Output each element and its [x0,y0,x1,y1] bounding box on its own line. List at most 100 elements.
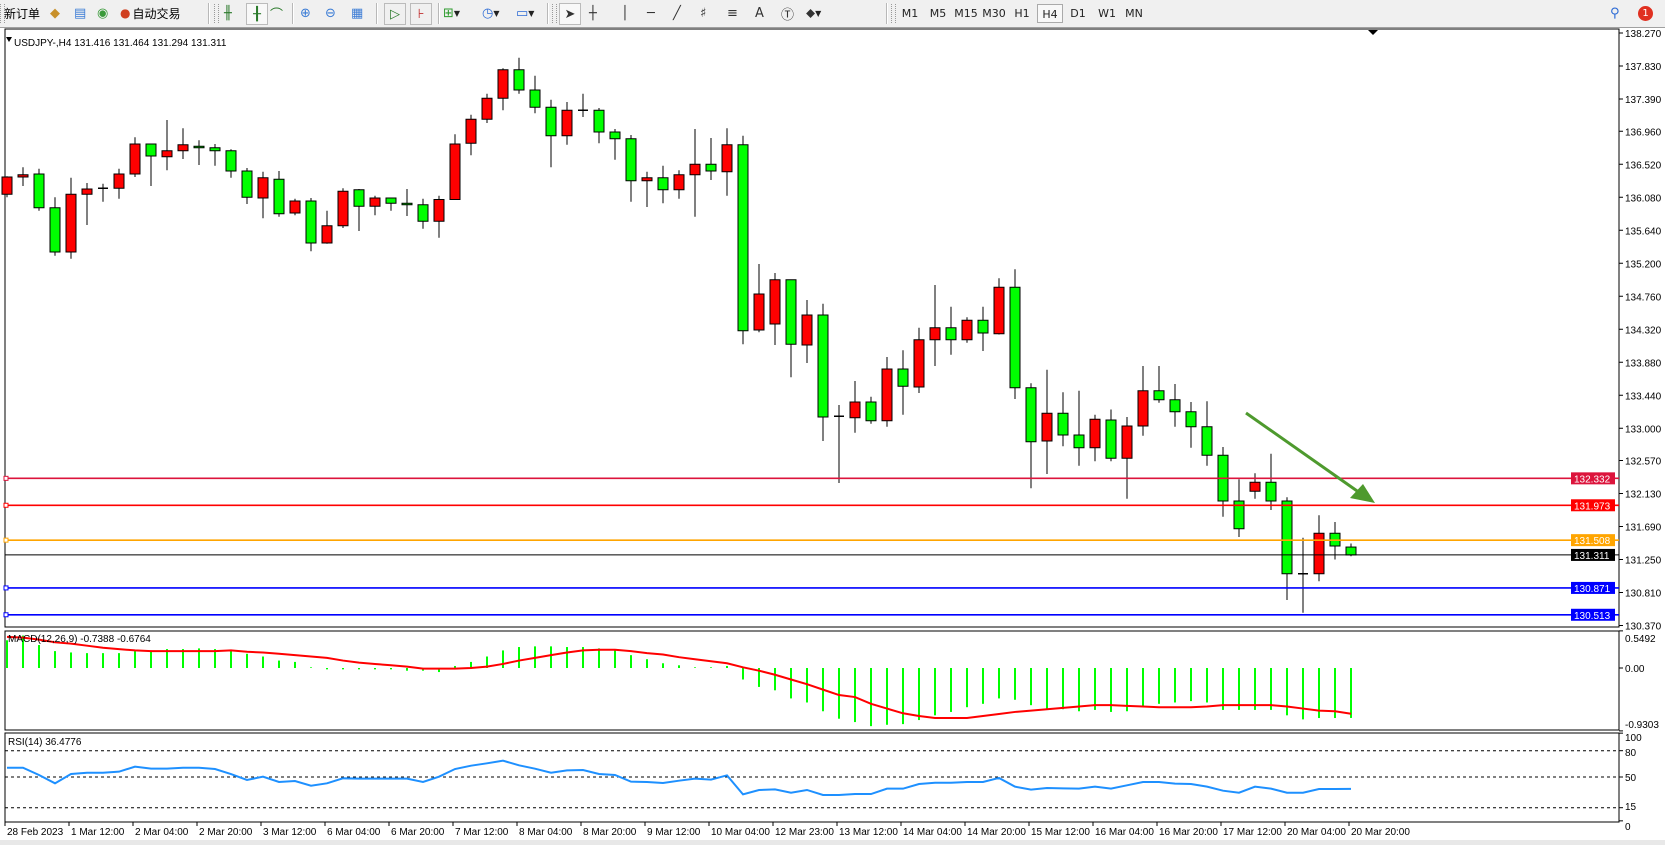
candle [529,75,541,114]
candle [1281,497,1293,600]
time-axis-label: 12 Mar 23:00 [775,827,834,838]
notification-icon[interactable]: 1 [1638,3,1653,23]
signals-icon[interactable]: ◉ [97,5,109,21]
periods-icon[interactable]: ◷ ▼ [482,5,500,21]
candle [1,176,13,198]
timeframe-d1-button[interactable]: D1 [1070,7,1086,20]
candle [98,183,108,202]
arrows-icon[interactable]: ⬥ ▼ [806,5,822,21]
candle [177,128,189,159]
vertical-line-icon[interactable]: │ [621,5,629,21]
candle-body [433,199,445,222]
candle-body [609,131,621,140]
search-icon[interactable]: ⚲ [1610,5,1620,21]
cursor-icon[interactable]: ➤ [559,3,581,25]
time-axis-label: 16 Mar 04:00 [1095,827,1154,838]
timeframe-h4-button[interactable]: H4 [1037,4,1063,23]
candle-body [481,97,493,120]
price-axis-label: 132.130 [1625,490,1662,501]
line-handle[interactable] [3,502,9,508]
tile-windows-icon[interactable]: ▦ [351,5,364,21]
chart-canvas[interactable]: 132.332 131.973 131.508 131.311 130.871 130.5… [0,28,1665,845]
templates-icon[interactable]: ▭ ▼ [516,5,535,21]
auto-scroll-icon[interactable]: ▷ [384,3,406,25]
candle-body [865,401,877,422]
candle-body [849,401,861,419]
time-axis-label: 10 Mar 04:00 [711,827,770,838]
time-axis-label: 13 Mar 12:00 [839,827,898,838]
zoom-in-icon[interactable]: ⊕ [300,5,311,21]
candle [1298,537,1308,613]
candle-body [1249,481,1261,492]
chart-shift-icon[interactable]: ⊦ [410,3,432,25]
text-icon[interactable]: A [755,5,764,21]
trend-arrow[interactable] [1245,411,1375,503]
candle [1201,401,1213,466]
chart-collapse-triangle-icon[interactable] [6,37,12,42]
timeframe-m15-button[interactable]: M15 [954,7,978,20]
candle [257,171,269,219]
line-handle[interactable] [3,537,9,543]
fibonacci-icon[interactable]: ♯ [700,5,707,21]
chart-window[interactable]: 132.332 131.973 131.508 131.311 130.871 130.5… [0,28,1665,845]
macd-panel[interactable] [4,630,1620,731]
toolbar-grip[interactable] [214,4,219,23]
candle [625,135,637,202]
candle-body [241,170,253,198]
text-label-icon[interactable]: Ⓣ [781,7,795,23]
toolbar-grip[interactable] [891,4,896,23]
line-handle[interactable] [3,475,9,481]
trendline-icon[interactable]: ╱ [673,5,681,21]
price-tag [1571,472,1615,485]
time-axis-label: 17 Mar 12:00 [1223,827,1282,838]
price-axis-label: 130.810 [1625,589,1662,600]
timeframe-h1-button[interactable]: H1 [1014,7,1030,20]
bar-chart-icon[interactable]: ╫ [224,5,232,21]
timeframe-w1-button[interactable]: W1 [1098,7,1116,20]
price-tag [1571,608,1615,621]
candle [417,198,429,229]
candlestick-icon[interactable]: ╂ [246,3,268,25]
timeframe-m30-button[interactable]: M30 [982,7,1006,20]
line-chart-icon[interactable]: ⌒ [270,7,284,23]
crosshair-icon[interactable]: ┼ [589,5,597,21]
market-watch-icon[interactable]: ◆ [50,5,60,21]
candle [721,128,733,196]
data-window-icon[interactable]: ▤ [74,5,87,21]
line-handle[interactable] [3,585,9,591]
candle-body [1009,286,1021,389]
time-axis-label: 20 Mar 20:00 [1351,827,1410,838]
new-order-button[interactable]: 新订单 [4,3,40,23]
timeframe-mn-button[interactable]: MN [1125,7,1143,20]
toolbar-grip[interactable] [552,4,557,23]
price-tag-label: 130.871 [1574,584,1611,595]
indicators-icon[interactable]: ⊞ ▼ [443,5,461,21]
price-axis-label: 138.270 [1625,29,1662,40]
horizontal-line-icon[interactable]: ─ [647,5,655,21]
candle [1153,366,1165,403]
toolbar-grip[interactable] [0,4,5,23]
zoom-out-icon[interactable]: ⊖ [325,5,336,21]
price-axis-label: 130.370 [1625,622,1662,633]
timeframe-m1-button[interactable]: M1 [901,7,919,20]
auto-trading-button[interactable]: ● 自动交易 [120,3,181,23]
price-axis-label: 136.960 [1625,127,1662,138]
line-handle[interactable] [3,612,9,618]
price-axis-label: 133.440 [1625,391,1662,402]
dropdown-arrow-icon: ▼ [493,8,500,18]
candle [289,198,301,216]
candle-body [209,147,221,152]
rsi-axis-label: 100 [1625,733,1642,744]
candle-body [817,314,829,418]
candle [881,357,893,427]
timeframe-m5-button[interactable]: M5 [929,7,947,20]
price-axis-label: 136.080 [1625,193,1662,204]
candle-body [1105,419,1117,459]
chart-shift-marker-icon[interactable] [1368,30,1378,35]
time-axis-label: 2 Mar 04:00 [135,827,189,838]
channel-icon[interactable]: ≡ [727,5,738,21]
candle [817,303,829,441]
candle [497,68,509,111]
candle-body [897,368,909,387]
candle-body [321,225,333,244]
